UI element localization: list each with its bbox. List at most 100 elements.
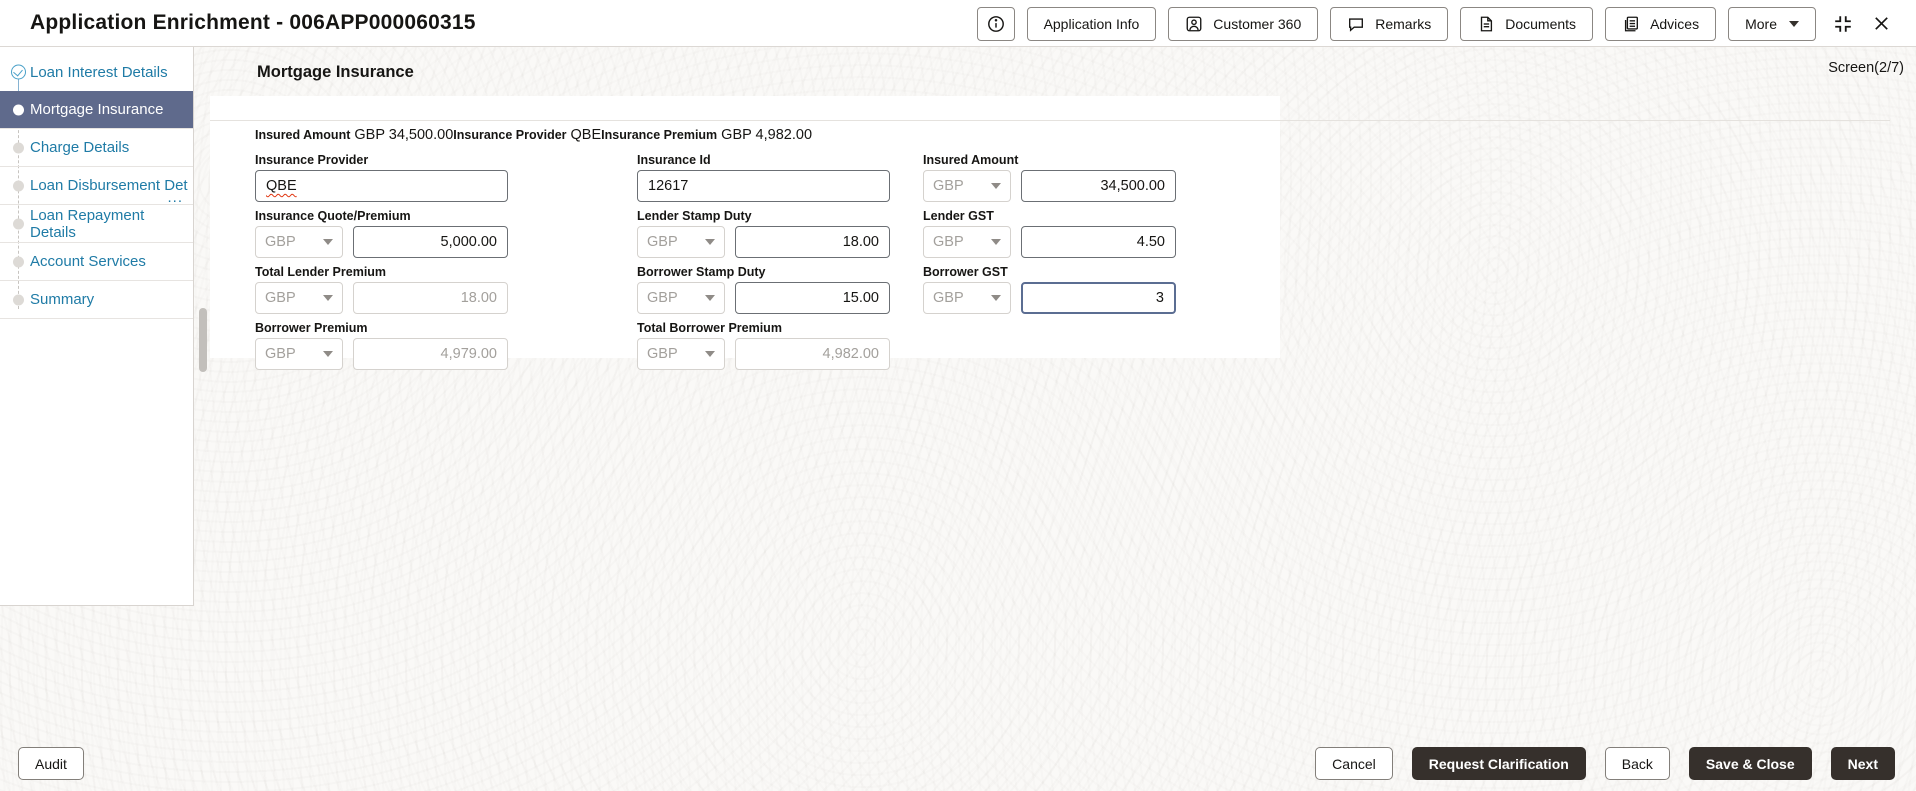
step-completed-icon: [11, 64, 26, 80]
borrower-premium-input: 4,979.00: [353, 338, 508, 370]
remarks-button[interactable]: Remarks: [1330, 6, 1449, 41]
sidebar-item-mortgage-insurance[interactable]: Mortgage Insurance: [0, 91, 193, 129]
customer-360-button[interactable]: Customer 360: [1168, 6, 1319, 41]
remarks-label: Remarks: [1375, 15, 1432, 32]
summary-value: GBP 34,500.00: [354, 127, 454, 143]
insurance-id-input[interactable]: 12617: [637, 170, 890, 202]
borrower-premium-currency-select: GBP: [255, 338, 343, 370]
chevron-down-icon: [1789, 20, 1799, 27]
currency-code: GBP: [933, 234, 964, 250]
insurance-quote-premium-input[interactable]: 5,000.00: [353, 226, 508, 258]
insurance-provider-input[interactable]: QBE: [255, 170, 508, 202]
sidebar-item-label: Loan Interest Details: [30, 63, 168, 81]
total-borrower-premium-value: 4,982.00: [822, 346, 879, 362]
chevron-down-icon: [991, 239, 1001, 245]
request-clarification-button[interactable]: Request Clarification: [1411, 747, 1586, 780]
sidebar-item-summary[interactable]: Summary: [0, 281, 193, 319]
lender-gst-input[interactable]: 4.50: [1021, 226, 1176, 258]
screen-counter: Screen(2/7): [1828, 60, 1904, 76]
close-icon: [1874, 17, 1888, 30]
mortgage-insurance-form: Insured Amount GBP 34,500.00Insurance Pro…: [255, 126, 1455, 377]
audit-label: Audit: [35, 755, 67, 772]
summary-label: Insurance Premium: [601, 128, 718, 142]
field-label: Lender Stamp Duty: [637, 209, 752, 223]
borrower-stamp-duty-currency-select: GBP: [637, 282, 725, 314]
currency-code: GBP: [933, 178, 964, 194]
chevron-down-icon: [705, 295, 715, 301]
sidebar-item-loan-disbursement-details[interactable]: Loan Disbursement Det ...: [0, 167, 193, 205]
sidebar-item-loan-repayment-details[interactable]: Loan Repayment Details: [0, 205, 193, 243]
section-title: Mortgage Insurance: [257, 63, 414, 81]
documents-label: Documents: [1505, 15, 1577, 32]
section-divider: [210, 120, 1890, 121]
sidebar-item-charge-details[interactable]: Charge Details: [0, 129, 193, 167]
lender-gst-currency-select: GBP: [923, 226, 1011, 258]
total-borrower-premium-currency-select: GBP: [637, 338, 725, 370]
documents-button[interactable]: Documents: [1460, 6, 1594, 41]
application-info-button[interactable]: Application Info: [1026, 6, 1157, 41]
more-label: More: [1745, 15, 1777, 32]
info-button[interactable]: [976, 6, 1015, 41]
collapse-window-button[interactable]: [1832, 13, 1854, 35]
save-close-label: Save & Close: [1705, 755, 1795, 772]
close-button[interactable]: [1870, 13, 1892, 35]
insured-amount-value: 34,500.00: [1100, 178, 1165, 194]
sidebar-item-label: Loan Disbursement Det: [30, 177, 188, 194]
content-scrollbar-thumb[interactable]: [199, 308, 207, 372]
borrower-stamp-duty-input[interactable]: 15.00: [735, 282, 890, 314]
summary-label: Insurance Provider: [453, 128, 567, 142]
advices-label: Advices: [1650, 15, 1700, 32]
step-sidebar: Loan Interest Details Mortgage Insurance…: [0, 47, 194, 606]
sidebar-item-loan-interest-details[interactable]: Loan Interest Details: [0, 53, 193, 91]
sidebar-item-label: Loan Repayment Details: [30, 206, 145, 241]
total-lender-premium-input: 18.00: [353, 282, 508, 314]
summary-value: QBE: [570, 127, 602, 143]
borrower-premium-value: 4,979.00: [440, 346, 497, 362]
step-active-dot: [13, 104, 24, 115]
next-button[interactable]: Next: [1830, 747, 1895, 780]
main-area: Loan Interest Details Mortgage Insurance…: [0, 47, 1916, 791]
field-label: Total Borrower Premium: [637, 321, 782, 335]
cancel-button[interactable]: Cancel: [1315, 747, 1393, 780]
field-label: Lender GST: [923, 209, 994, 223]
currency-code: GBP: [933, 290, 964, 306]
sidebar-item-label: Charge Details: [30, 139, 130, 156]
insured-amount-input[interactable]: 34,500.00: [1021, 170, 1176, 202]
currency-code: GBP: [647, 234, 678, 250]
summary-value: GBP 4,982.00: [721, 127, 813, 143]
field-label: Insurance Provider: [255, 153, 369, 167]
advices-button[interactable]: Advices: [1605, 6, 1717, 41]
lender-stamp-duty-input[interactable]: 18.00: [735, 226, 890, 258]
insured-amount-currency-select: GBP: [923, 170, 1011, 202]
chevron-down-icon: [705, 239, 715, 245]
documents-icon: [1477, 15, 1495, 33]
step-pending-dot: [13, 256, 24, 267]
lender-stamp-duty-value: 18.00: [842, 234, 879, 250]
sidebar-item-account-services[interactable]: Account Services: [0, 243, 193, 281]
field-label: Insured Amount: [923, 153, 1019, 167]
form-row: Total Lender Premium GBP 18.00: [255, 265, 1455, 314]
total-lender-premium-value: 18.00: [460, 290, 497, 306]
field-label: Insurance Id: [637, 153, 711, 167]
page-title: Application Enrichment - 006APP000060315: [30, 11, 476, 34]
form-row: Borrower Premium GBP 4,979.00 T: [255, 321, 1455, 370]
chevron-down-icon: [991, 295, 1001, 301]
total-borrower-premium-input: 4,982.00: [735, 338, 890, 370]
chevron-down-icon: [705, 351, 715, 357]
borrower-gst-currency-select: GBP: [923, 282, 1011, 314]
borrower-gst-input[interactable]: 3: [1021, 282, 1176, 314]
total-lender-premium-currency-select: GBP: [255, 282, 343, 314]
summary-label: Insured Amount: [255, 128, 351, 142]
sidebar-item-label: Summary: [30, 291, 95, 308]
audit-button[interactable]: Audit: [18, 747, 84, 780]
borrower-gst-value: 3: [1155, 290, 1164, 306]
form-row: Insurance Provider QBE Insurance Id 1261…: [255, 153, 1455, 202]
field-label: Borrower Stamp Duty: [637, 265, 766, 279]
chevron-down-icon: [323, 239, 333, 245]
currency-code: GBP: [265, 346, 296, 362]
more-button[interactable]: More: [1728, 6, 1816, 41]
save-close-button[interactable]: Save & Close: [1688, 747, 1812, 780]
back-button[interactable]: Back: [1604, 747, 1670, 780]
chevron-down-icon: [323, 295, 333, 301]
